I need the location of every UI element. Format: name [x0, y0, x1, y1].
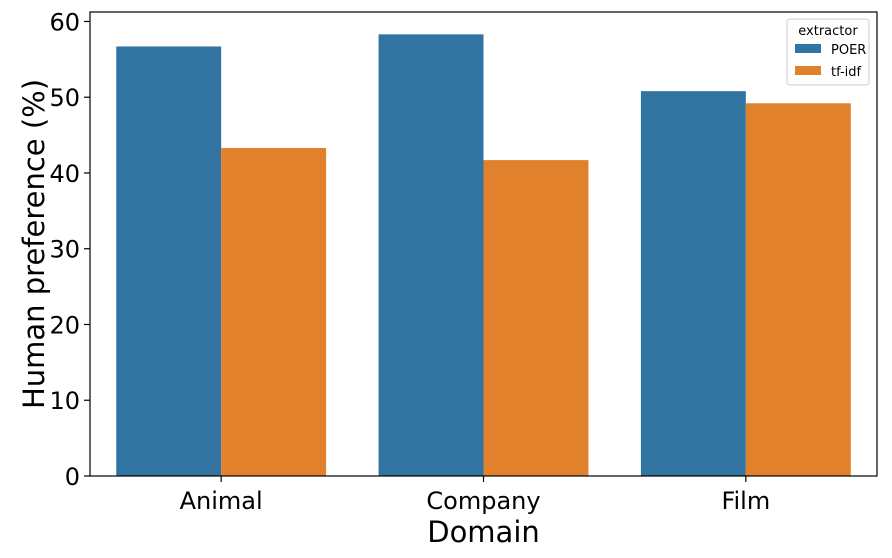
legend-label-tf-idf: tf-idf [831, 65, 862, 80]
bar-poer-film [640, 91, 746, 476]
y-tick-label: 20 [49, 311, 80, 339]
y-axis-ticks: 0 10 20 30 40 50 60 [49, 8, 90, 491]
legend-items: POER tf-idf [795, 43, 866, 80]
x-tick-label-film: Film [721, 487, 770, 515]
y-tick-label: 10 [49, 387, 80, 415]
x-tick-label-company: Company [426, 487, 540, 515]
y-tick-label: 40 [49, 160, 80, 188]
legend-swatch-tf-idf [795, 66, 821, 75]
legend-swatch-poer [795, 44, 821, 53]
legend-title: extractor [798, 24, 858, 39]
y-tick-label: 60 [49, 8, 80, 36]
x-axis-label: Domain [427, 515, 540, 549]
bar-tf-idf-animal [221, 147, 327, 476]
x-tick-label-animal: Animal [180, 487, 263, 515]
legend: extractor POER tf-idf [786, 18, 870, 86]
x-axis-ticks: Animal Company Film [180, 476, 770, 515]
bar-tf-idf-film [745, 103, 851, 476]
bar-tf-idf-company [483, 160, 589, 476]
y-axis-label: Human preference (%) [17, 79, 51, 409]
y-tick-label: 50 [49, 84, 80, 112]
bar-poer-animal [116, 46, 222, 477]
bars-group [116, 34, 851, 477]
y-tick-label: 30 [49, 236, 80, 264]
bar-poer-company [378, 34, 484, 477]
legend-label-poer: POER [831, 43, 866, 58]
y-tick-label: 0 [65, 463, 80, 491]
